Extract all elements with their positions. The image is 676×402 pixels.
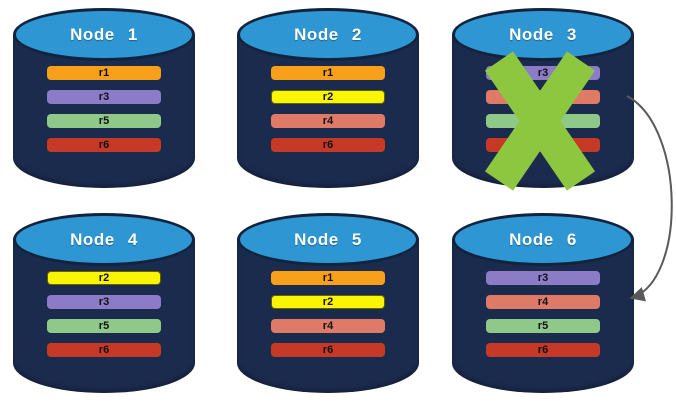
node-4: Node 4 r2 r3 r5 r6 <box>13 213 195 393</box>
replica-list: r2 r3 r5 r6 <box>47 271 161 357</box>
replica-bar-label: r5 <box>537 320 549 332</box>
node-5: Node 5 r1 r2 r4 r6 <box>237 213 419 393</box>
replica-bar-r4 <box>486 90 600 104</box>
replica-bar-label: r2 <box>322 91 334 103</box>
replica-bar-label: r3 <box>98 296 110 308</box>
node-title: Node 5 <box>294 229 362 249</box>
replica-list: r1 r2 r4 r6 <box>271 66 385 152</box>
replica-bar-label: r5 <box>98 115 110 127</box>
replica-bar-r4: r4 <box>271 114 385 128</box>
node-title: Node 2 <box>294 24 362 44</box>
replica-bar-r1: r1 <box>271 66 385 80</box>
replica-bar-r3: r3 <box>486 271 600 285</box>
replica-bar-label: r4 <box>322 320 334 332</box>
replica-bar-r6: r6 <box>271 343 385 357</box>
replica-bar-r4: r4 <box>486 295 600 309</box>
replica-bar-label: r6 <box>322 344 334 356</box>
node-6: Node 6 r3 r4 r5 r6 <box>452 213 634 393</box>
replica-bar-label: r6 <box>98 344 110 356</box>
replica-list: r3 <box>486 66 600 152</box>
replica-bar-label: r4 <box>322 115 334 127</box>
replica-bar-label: r6 <box>537 344 549 356</box>
replica-bar-r6 <box>486 138 600 152</box>
replica-bar-r2: r2 <box>271 90 385 104</box>
replica-bar-r3: r3 <box>47 295 161 309</box>
replica-bar-r5: r5 <box>486 319 600 333</box>
replica-bar-label: r1 <box>98 67 110 79</box>
node-title: Node 3 <box>509 24 577 44</box>
replica-bar-label: r4 <box>537 296 549 308</box>
replica-bar-r5: r5 <box>47 319 161 333</box>
replica-bar-r6: r6 <box>271 138 385 152</box>
replica-bar-r1: r1 <box>47 66 161 80</box>
node-title: Node 4 <box>70 229 138 249</box>
replica-list: r1 r3 r5 r6 <box>47 66 161 152</box>
replica-bar-r6: r6 <box>47 138 161 152</box>
cylinder-top: Node 1 <box>13 8 195 61</box>
replica-bar-label: r6 <box>322 139 334 151</box>
replica-bar-label: r3 <box>98 91 110 103</box>
cylinder-top: Node 2 <box>237 8 419 61</box>
cylinder-top: Node 3 <box>452 8 634 61</box>
replica-bar-label: r5 <box>98 320 110 332</box>
node-2: Node 2 r1 r2 r4 r6 <box>237 8 419 188</box>
replica-bar-r6: r6 <box>47 343 161 357</box>
replica-bar-r1: r1 <box>271 271 385 285</box>
replica-bar-r2: r2 <box>271 295 385 309</box>
replica-bar-label: r1 <box>322 67 334 79</box>
replica-list: r1 r2 r4 r6 <box>271 271 385 357</box>
replica-bar-label: r6 <box>98 139 110 151</box>
replica-bar-r3: r3 <box>486 66 600 80</box>
replica-bar-r3: r3 <box>47 90 161 104</box>
replica-bar-r6: r6 <box>486 343 600 357</box>
replica-bar-r5 <box>486 114 600 128</box>
replica-bar-r4: r4 <box>271 319 385 333</box>
replica-bar-label: r2 <box>98 272 110 284</box>
replica-bar-r5: r5 <box>47 114 161 128</box>
node-title: Node 6 <box>509 229 577 249</box>
replica-list: r3 r4 r5 r6 <box>486 271 600 357</box>
replica-bar-label: r2 <box>322 296 334 308</box>
replica-bar-r2: r2 <box>47 271 161 285</box>
node-1: Node 1 r1 r3 r5 r6 <box>13 8 195 188</box>
replica-bar-label: r3 <box>537 67 549 79</box>
cylinder-top: Node 4 <box>13 213 195 266</box>
replica-bar-label: r3 <box>537 272 549 284</box>
node-3: Node 3 r3 <box>452 8 634 188</box>
replica-bar-label: r1 <box>322 272 334 284</box>
node-title: Node 1 <box>70 24 138 44</box>
cylinder-top: Node 6 <box>452 213 634 266</box>
cylinder-top: Node 5 <box>237 213 419 266</box>
